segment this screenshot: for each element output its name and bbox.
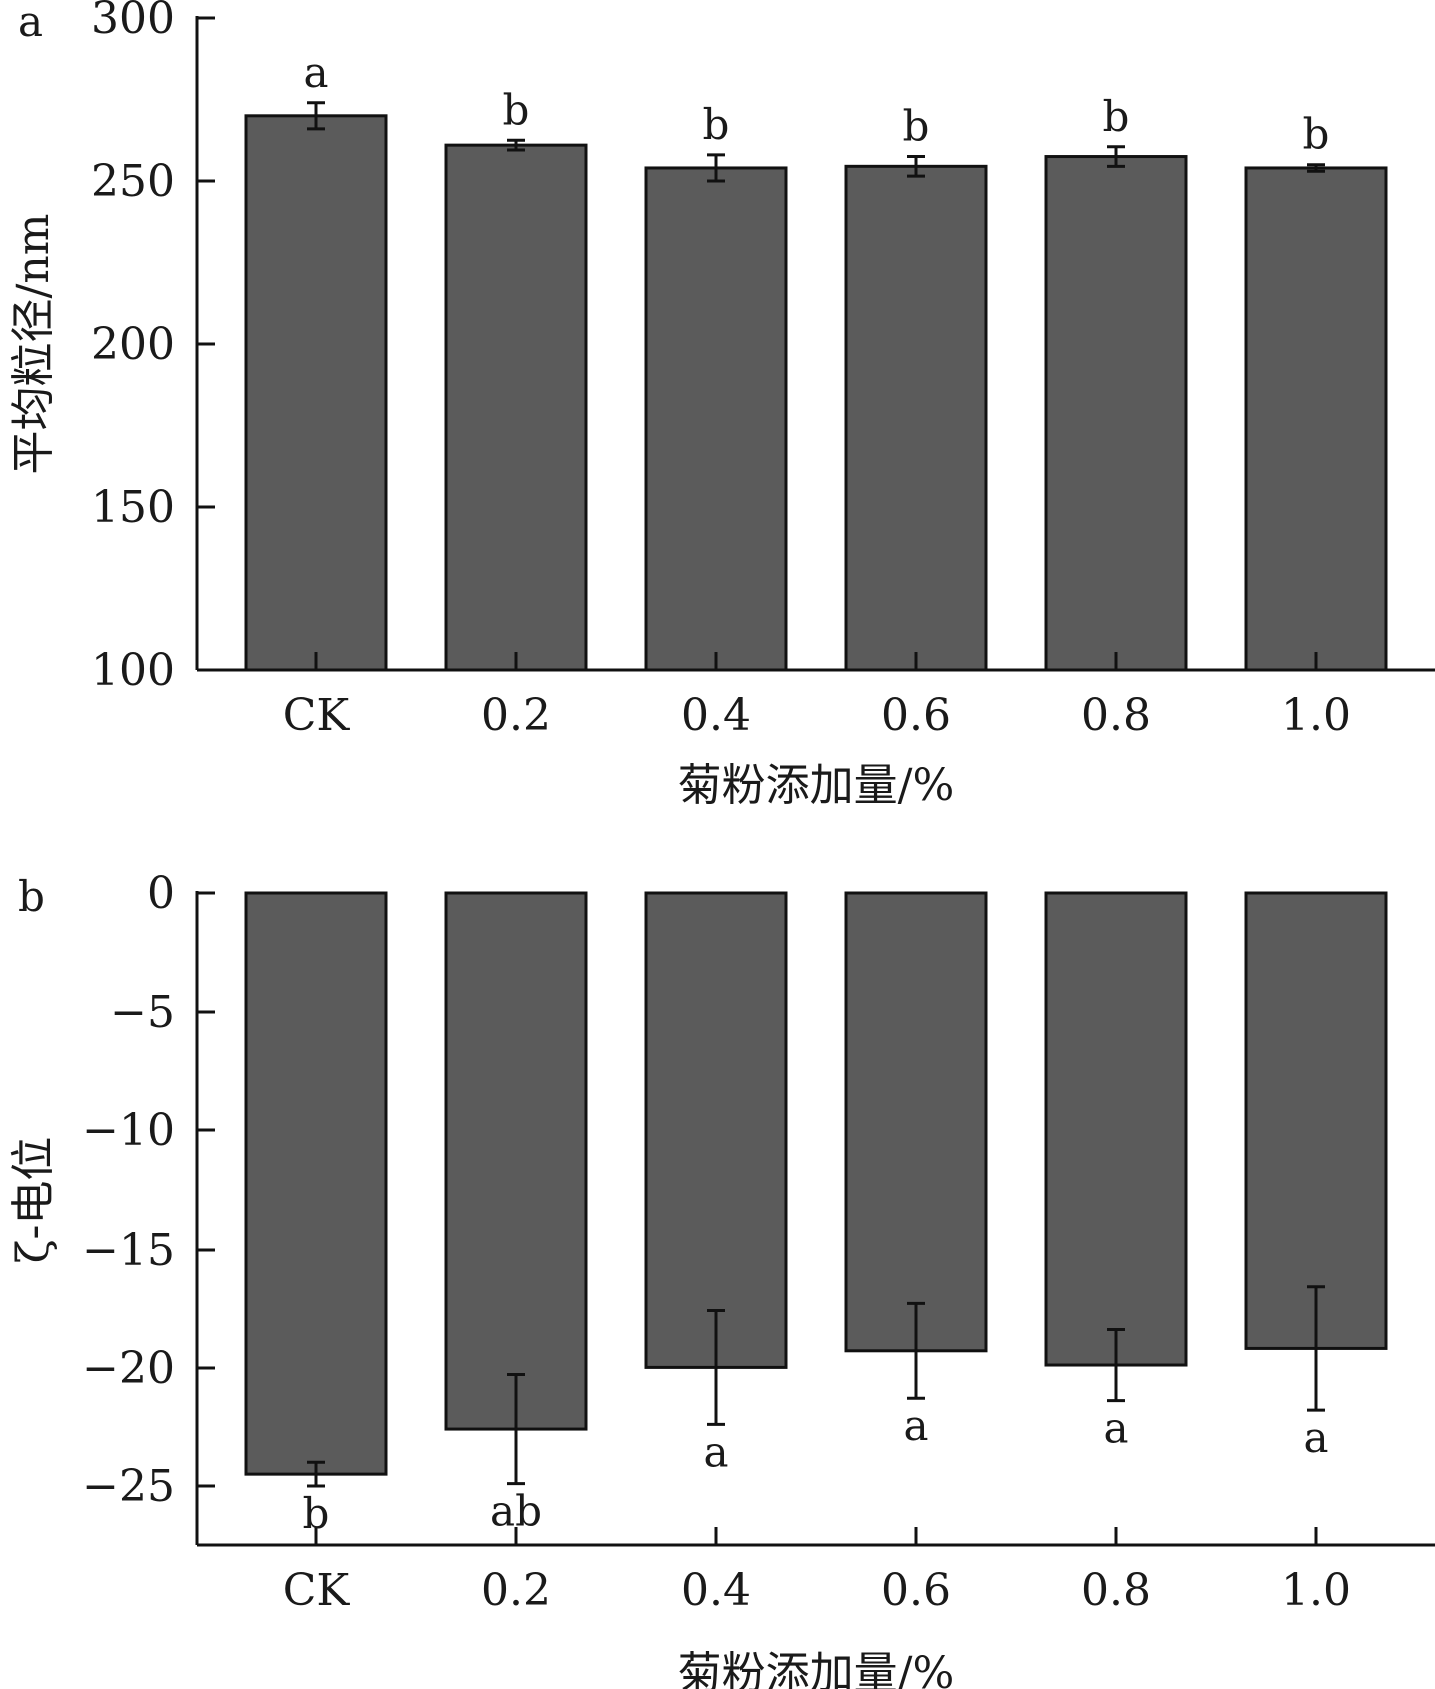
y-tick-label: 100 <box>91 645 175 696</box>
y-tick-label: 0 <box>147 868 175 919</box>
bar <box>1244 166 1388 672</box>
y-axis-title: ζ-电位 <box>8 1137 59 1264</box>
significance-label: b <box>503 85 530 134</box>
y-tick-label: 250 <box>91 156 175 207</box>
panel-label: a <box>18 0 43 46</box>
y-tick-label: 200 <box>91 319 175 370</box>
x-tick-label: 0.6 <box>881 690 951 741</box>
bar <box>244 891 388 1476</box>
y-tick-label: −10 <box>82 1105 175 1156</box>
significance-label: b <box>703 100 730 149</box>
bar <box>1044 155 1188 672</box>
significance-label: b <box>1303 110 1330 159</box>
y-tick-label: −20 <box>82 1343 175 1394</box>
x-axis-title: 菊粉添加量/% <box>678 1648 955 1689</box>
bar <box>244 114 388 672</box>
x-tick-label: 0.2 <box>481 1565 551 1616</box>
bar <box>644 891 788 1369</box>
y-tick-label: −25 <box>82 1461 175 1512</box>
x-tick-label: 1.0 <box>1281 1565 1351 1616</box>
panel-b-zeta-potential-chart: −25 −20 −15 −10 −5 0 CK b 0.2 ab 0.4 a 0.6 a 0.8 a 1.0 a 菊… <box>8 868 1435 1689</box>
x-tick-label: CK <box>283 1565 351 1616</box>
significance-label: b <box>1103 92 1130 141</box>
bar <box>444 891 588 1431</box>
significance-label: b <box>303 1489 330 1538</box>
significance-label: a <box>303 48 328 97</box>
bar <box>1044 891 1188 1367</box>
panel-a-zeta-size-chart: 100 150 200 250 300 CK a 0.2 b 0.4 b 0.6 b 0.8 b 1.0 b 菊粉… <box>8 0 1435 811</box>
significance-label: a <box>703 1427 728 1476</box>
y-tick-label: −5 <box>110 987 175 1038</box>
significance-label: a <box>1103 1404 1128 1453</box>
x-tick-label: 0.4 <box>681 690 751 741</box>
significance-label: ab <box>490 1487 542 1536</box>
bar <box>1244 891 1388 1350</box>
bar <box>844 164 988 672</box>
bar <box>844 891 988 1353</box>
x-axis-title: 菊粉添加量/% <box>678 760 955 811</box>
significance-label: b <box>903 102 930 151</box>
x-tick-label: 0.2 <box>481 690 551 741</box>
significance-label: a <box>903 1401 928 1450</box>
x-tick-label: 0.8 <box>1081 690 1151 741</box>
x-tick-label: 0.8 <box>1081 1565 1151 1616</box>
y-axis-title: 平均粒径/nm <box>8 214 59 475</box>
y-tick-label: 300 <box>91 0 175 44</box>
significance-label: a <box>1303 1413 1328 1462</box>
y-tick-label: 150 <box>91 482 175 533</box>
x-tick-label: 1.0 <box>1281 690 1351 741</box>
x-tick-label: CK <box>283 690 351 741</box>
y-tick-label: −15 <box>82 1225 175 1276</box>
x-tick-label: 0.4 <box>681 1565 751 1616</box>
bar <box>644 166 788 672</box>
x-tick-label: 0.6 <box>881 1565 951 1616</box>
bar <box>444 143 588 672</box>
panel-label: b <box>18 872 45 921</box>
